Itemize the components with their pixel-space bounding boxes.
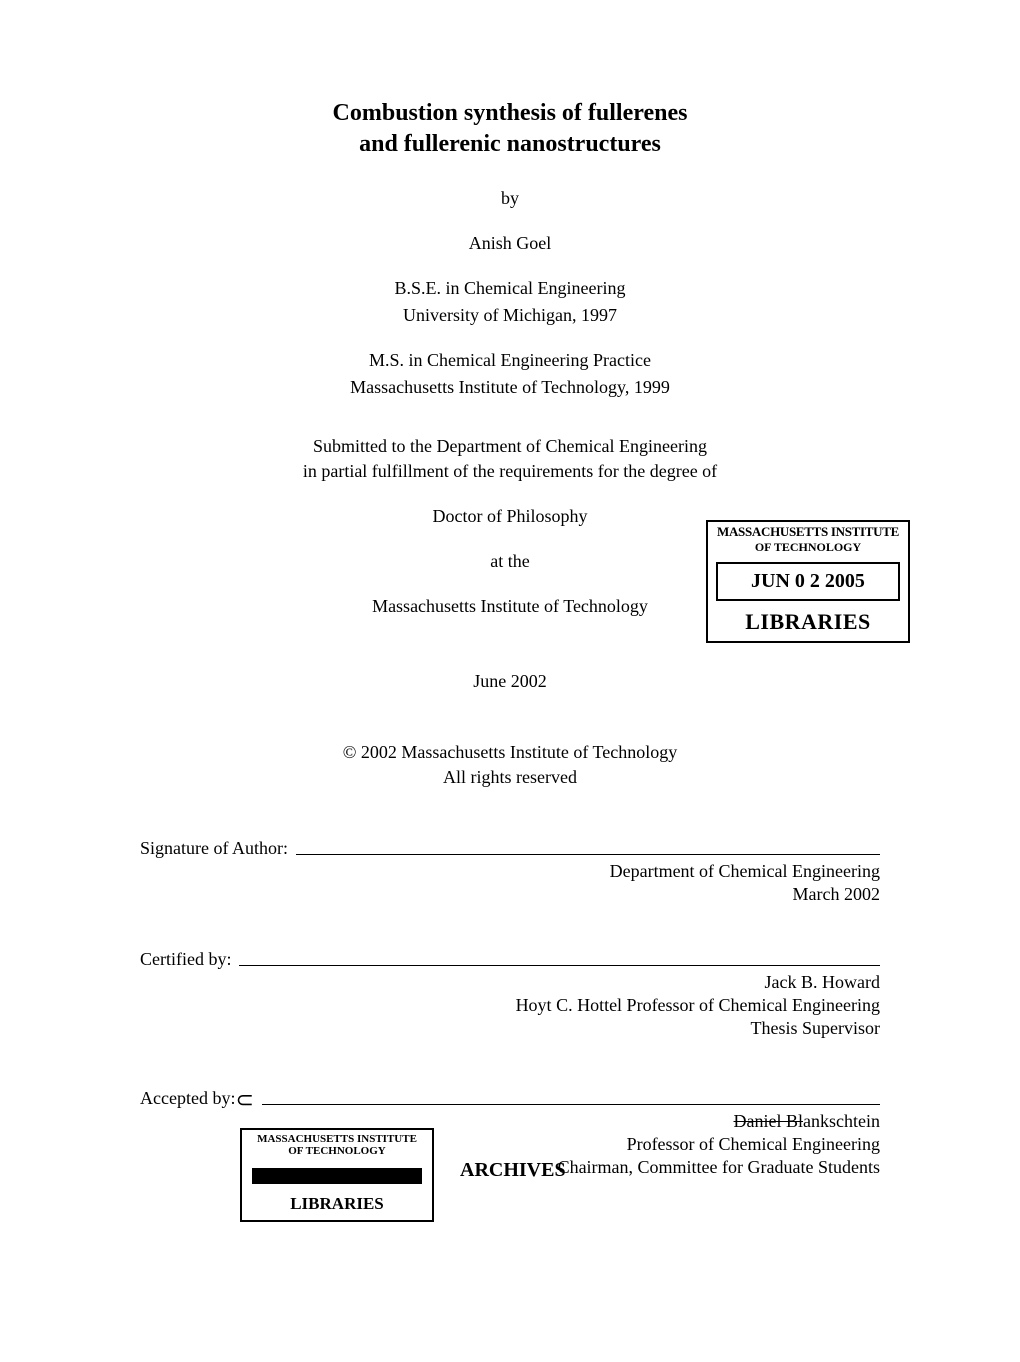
signature-line: [296, 853, 880, 855]
signature-certified-block: Certified by: Jack B. Howard Hoyt C. Hot…: [140, 949, 880, 1039]
rights-reserved: All rights reserved: [140, 767, 880, 788]
signature-author-row: Signature of Author:: [140, 838, 880, 859]
library-stamp-2: MASSACHUSETTS INSTITUTE OF TECHNOLOGY LI…: [240, 1128, 434, 1222]
stamp-2-institution: MASSACHUSETTS INSTITUTE: [242, 1130, 432, 1145]
signature-certified-title: Hoyt C. Hottel Professor of Chemical Eng…: [140, 995, 880, 1016]
strike-text: Daniel Bl: [734, 1111, 804, 1131]
name-rest: ankschtein: [803, 1111, 880, 1131]
signature-accepted-label: Accepted by:: [140, 1088, 235, 1109]
signature-author-block: Signature of Author: Department of Chemi…: [140, 838, 880, 905]
library-stamp-1: MASSACHUSETTS INSTITUTE OF TECHNOLOGY JU…: [706, 520, 910, 643]
stamp-2-subtitle: OF TECHNOLOGY: [242, 1145, 432, 1160]
signature-certified-label: Certified by:: [140, 949, 231, 970]
signature-line: [262, 1103, 880, 1105]
author-name: Anish Goel: [140, 233, 880, 254]
signature-certified-row: Certified by:: [140, 949, 880, 970]
archives-label: ARCHIVES: [460, 1159, 566, 1182]
title-line-1: Combustion synthesis of fullerenes: [140, 100, 880, 127]
degree-1-line-2: University of Michigan, 1997: [140, 305, 880, 326]
degree-1-line-1: B.S.E. in Chemical Engineering: [140, 278, 880, 299]
fulfillment-line: in partial fulfillment of the requiremen…: [140, 461, 880, 482]
degree-2-line-1: M.S. in Chemical Engineering Practice: [140, 350, 880, 371]
copyright-line: © 2002 Massachusetts Institute of Techno…: [140, 742, 880, 763]
stamp-2-redacted: [252, 1168, 422, 1184]
signature-certified-name: Jack B. Howard: [140, 972, 880, 993]
signature-line: [239, 964, 880, 966]
stamp-1-institution: MASSACHUSETTS INSTITUTE: [708, 522, 908, 540]
degree-2-line-2: Massachusetts Institute of Technology, 1…: [140, 377, 880, 398]
signature-author-date: March 2002: [140, 884, 880, 905]
stamp-1-subtitle: OF TECHNOLOGY: [708, 540, 908, 558]
signature-author-dept: Department of Chemical Engineering: [140, 861, 880, 882]
signature-author-label: Signature of Author:: [140, 838, 288, 859]
signature-certified-role: Thesis Supervisor: [140, 1018, 880, 1039]
by-label: by: [140, 188, 880, 209]
stamp-2-libraries: LIBRARIES: [242, 1188, 432, 1220]
signature-accepted-row: Accepted by: ⊂: [140, 1083, 880, 1109]
stamp-1-libraries: LIBRARIES: [708, 605, 908, 641]
stamp-1-date: JUN 0 2 2005: [716, 562, 900, 601]
submitted-line: Submitted to the Department of Chemical …: [140, 436, 880, 457]
title-line-2: and fullerenic nanostructures: [140, 131, 880, 158]
signature-mark: ⊂: [235, 1087, 253, 1113]
submission-date: June 2002: [140, 671, 880, 692]
